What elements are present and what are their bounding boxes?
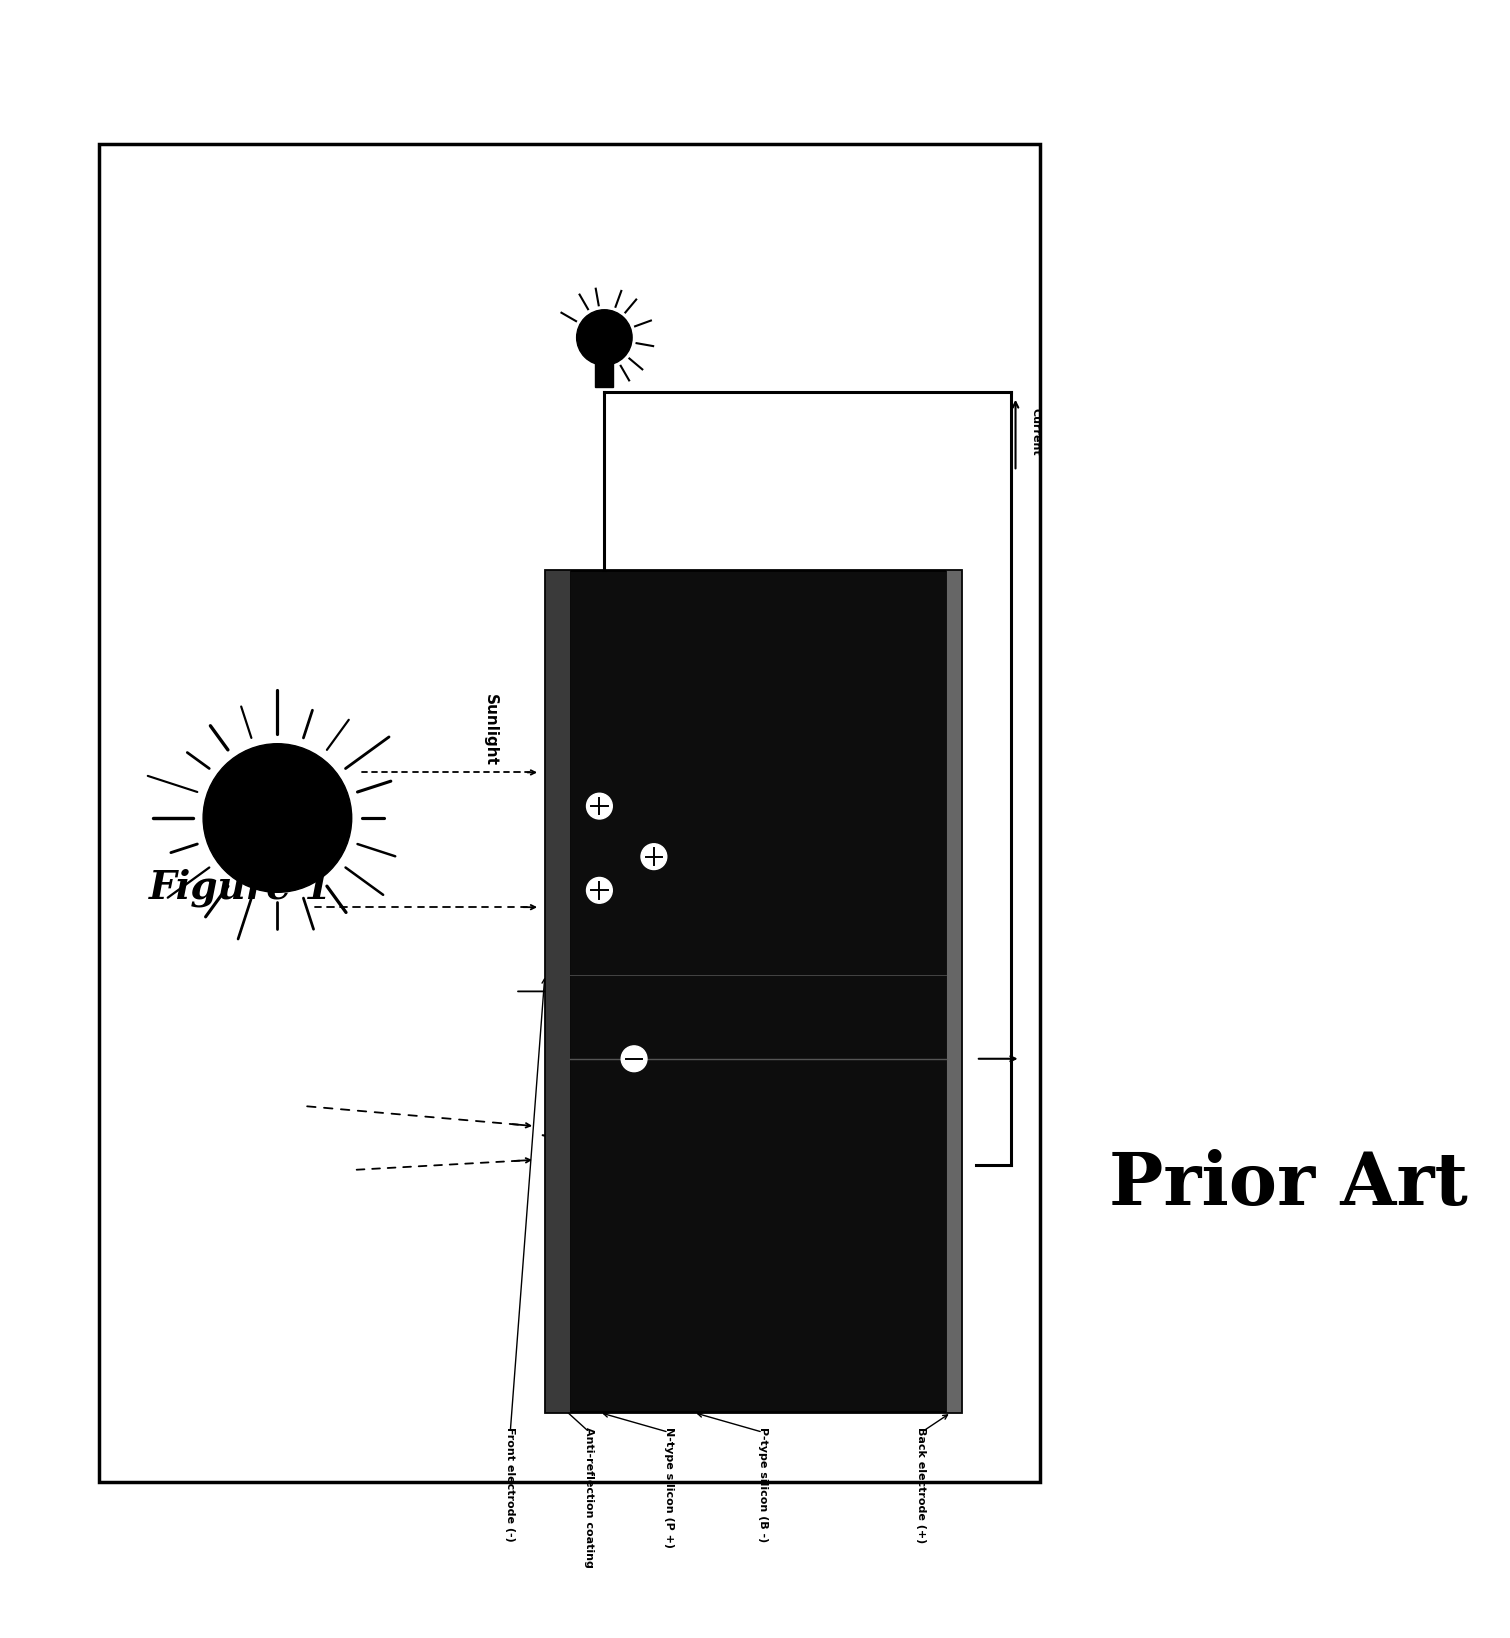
Circle shape [621,1047,646,1071]
Circle shape [586,878,612,903]
Bar [595,337,613,387]
Circle shape [586,793,612,819]
Text: Prior Art: Prior Art [1108,1150,1468,1220]
Circle shape [642,844,667,870]
Bar [100,144,1040,1482]
Text: Front electrode (-): Front electrode (-) [506,1427,515,1541]
Bar [545,570,569,1412]
Text: Anti-reflection coating: Anti-reflection coating [584,1427,595,1568]
Text: Current: Current [1030,408,1040,455]
Bar [545,570,960,1412]
Text: Figure 1: Figure 1 [148,868,332,906]
Text: Sunlight: Sunlight [483,695,498,767]
Bar [947,570,960,1412]
Text: P-type silicon (B -): P-type silicon (B -) [758,1427,769,1543]
Circle shape [577,310,633,365]
Circle shape [204,744,352,893]
Text: Back electrode (+): Back electrode (+) [917,1427,927,1543]
Text: N-type silicon (P +): N-type silicon (P +) [664,1427,673,1548]
